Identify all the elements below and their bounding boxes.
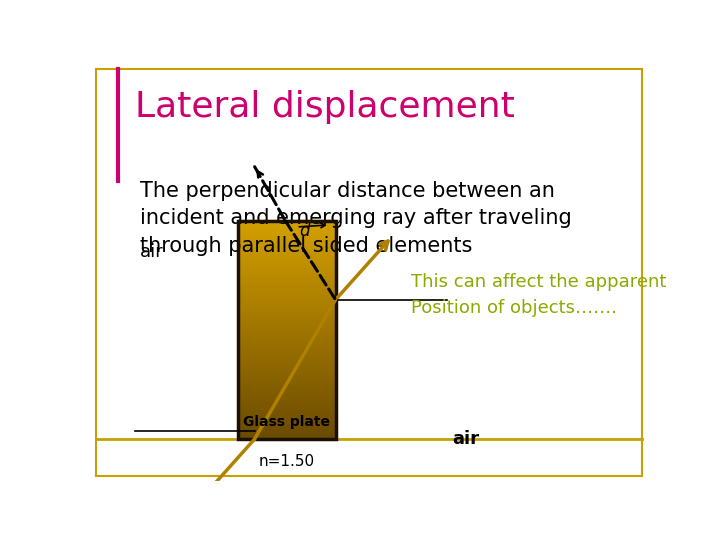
Bar	[238, 223, 336, 226]
Bar	[238, 352, 336, 354]
Bar	[238, 280, 336, 284]
Bar	[238, 226, 336, 229]
Bar	[238, 294, 336, 297]
Bar	[238, 409, 336, 411]
Bar	[238, 340, 336, 343]
Text: n=1.50: n=1.50	[258, 454, 315, 469]
Bar	[238, 327, 336, 330]
Bar	[238, 261, 336, 265]
Bar	[238, 368, 336, 371]
Bar	[238, 425, 336, 428]
Text: air: air	[140, 243, 164, 261]
Bar	[238, 231, 336, 234]
Bar	[238, 288, 336, 292]
Bar	[238, 406, 336, 409]
Bar	[238, 272, 336, 275]
Bar	[238, 428, 336, 431]
Bar	[238, 357, 336, 360]
Bar	[238, 370, 336, 374]
Bar	[238, 400, 336, 403]
Bar	[238, 283, 336, 286]
Bar	[238, 335, 336, 338]
Bar	[238, 242, 336, 245]
Bar	[238, 234, 336, 237]
Bar	[238, 324, 336, 327]
Bar	[238, 253, 336, 256]
Bar	[238, 316, 336, 319]
Bar	[238, 259, 336, 262]
Bar	[238, 310, 336, 314]
Bar	[238, 360, 336, 363]
Bar	[238, 392, 336, 395]
Bar	[238, 433, 336, 436]
Bar	[238, 414, 336, 417]
Bar	[238, 365, 336, 368]
Bar	[238, 329, 336, 333]
Bar	[238, 237, 336, 240]
Bar	[238, 387, 336, 390]
Bar	[238, 411, 336, 415]
Bar	[238, 430, 336, 434]
Bar	[238, 251, 336, 253]
Bar	[238, 338, 336, 341]
Bar	[238, 362, 336, 366]
Bar	[238, 417, 336, 420]
Bar	[238, 296, 336, 300]
Bar	[238, 319, 336, 322]
Text: The perpendicular distance between an
incident and emerging ray after traveling
: The perpendicular distance between an in…	[140, 181, 572, 255]
Bar	[238, 397, 336, 401]
Bar	[238, 389, 336, 393]
Bar	[238, 267, 336, 270]
Bar	[238, 221, 336, 439]
Bar	[238, 422, 336, 426]
Bar	[238, 256, 336, 259]
Bar	[238, 436, 336, 439]
Bar	[238, 403, 336, 406]
Bar	[238, 245, 336, 248]
Bar	[238, 379, 336, 382]
Bar	[238, 321, 336, 325]
Bar	[238, 354, 336, 357]
Bar	[238, 313, 336, 316]
Bar	[238, 278, 336, 281]
Bar	[238, 269, 336, 273]
Text: Glass plate: Glass plate	[243, 415, 330, 429]
Bar	[238, 332, 336, 335]
Text: This can affect the apparent
Position of objects…….: This can affect the apparent Position of…	[411, 273, 666, 317]
Bar	[238, 291, 336, 294]
Bar	[238, 300, 336, 302]
Text: air: air	[453, 430, 480, 448]
Bar	[238, 239, 336, 242]
Bar	[238, 264, 336, 267]
Bar	[238, 376, 336, 379]
Bar	[238, 420, 336, 423]
Bar	[238, 248, 336, 251]
Bar	[238, 348, 336, 352]
Bar	[238, 286, 336, 289]
Bar	[238, 302, 336, 305]
Bar	[238, 220, 336, 224]
Text: Lateral displacement: Lateral displacement	[135, 90, 515, 124]
Bar	[238, 305, 336, 308]
Bar	[238, 275, 336, 278]
Text: d: d	[300, 222, 310, 240]
Bar	[238, 308, 336, 311]
Bar	[238, 373, 336, 376]
Bar	[238, 343, 336, 346]
Bar	[238, 346, 336, 349]
Bar	[238, 381, 336, 384]
Bar	[238, 395, 336, 398]
Bar	[238, 384, 336, 387]
Bar	[238, 228, 336, 232]
